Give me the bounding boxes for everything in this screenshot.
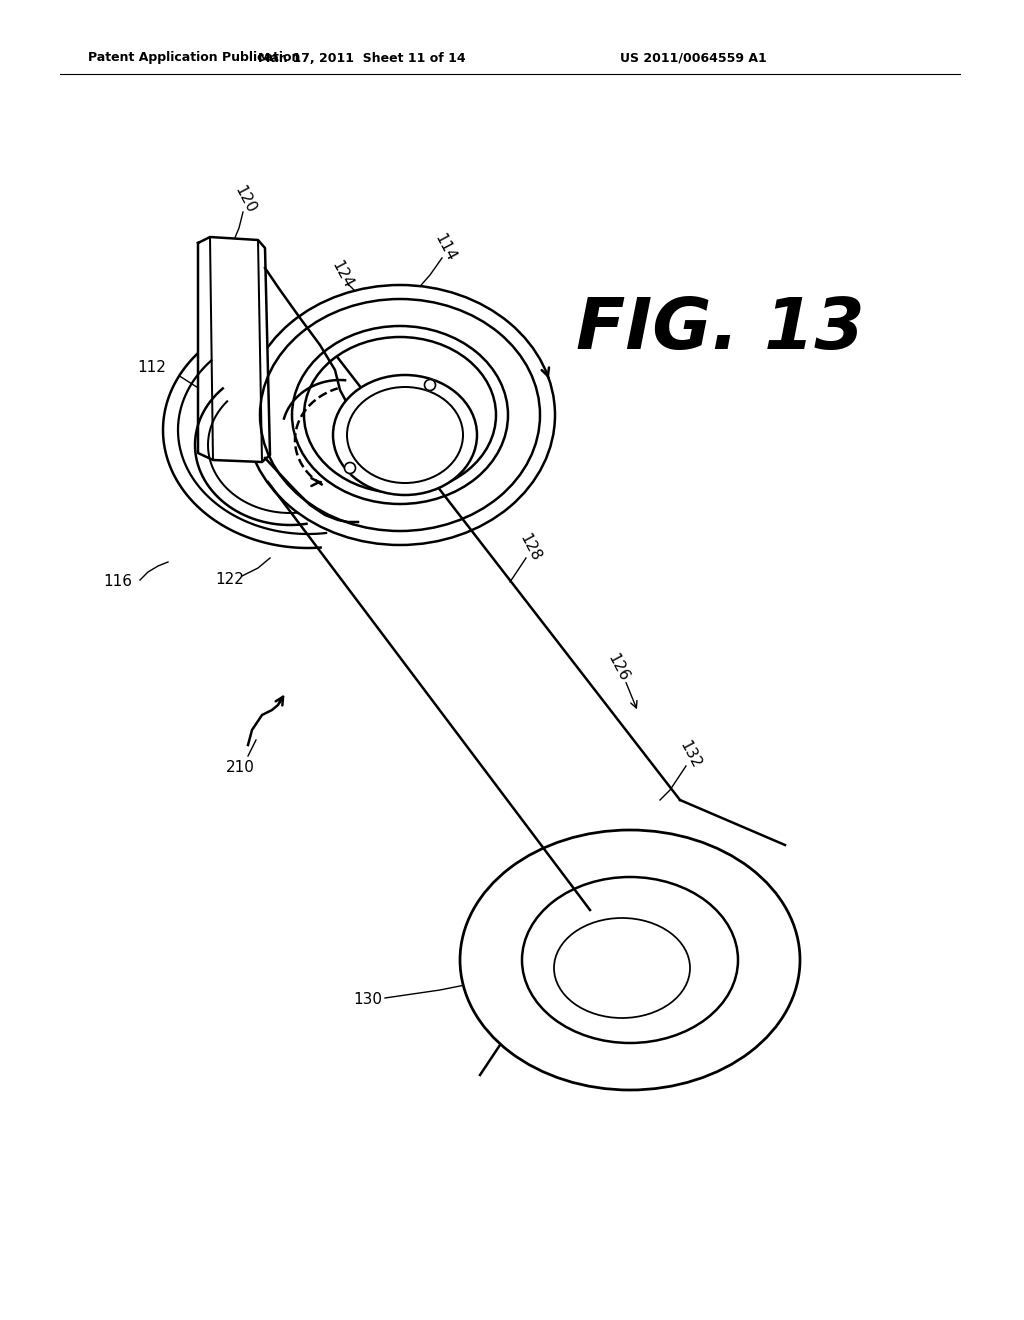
Text: 112: 112	[137, 360, 167, 375]
Text: 122: 122	[216, 573, 245, 587]
Text: 124: 124	[329, 259, 355, 292]
Text: 132: 132	[677, 739, 703, 771]
Text: Patent Application Publication: Patent Application Publication	[88, 51, 300, 65]
Text: FIG. 13: FIG. 13	[575, 296, 864, 364]
Text: 128: 128	[516, 532, 544, 564]
Text: 130: 130	[353, 993, 383, 1007]
Ellipse shape	[460, 830, 800, 1090]
Circle shape	[425, 380, 435, 391]
Polygon shape	[163, 354, 321, 548]
Text: US 2011/0064559 A1: US 2011/0064559 A1	[620, 51, 767, 65]
Text: 210: 210	[225, 760, 254, 776]
Circle shape	[344, 462, 355, 474]
Text: 126: 126	[604, 652, 632, 684]
Polygon shape	[198, 238, 270, 462]
Polygon shape	[268, 358, 680, 909]
Ellipse shape	[245, 285, 555, 545]
Ellipse shape	[333, 375, 477, 495]
Text: 120: 120	[231, 183, 258, 216]
Text: Mar. 17, 2011  Sheet 11 of 14: Mar. 17, 2011 Sheet 11 of 14	[258, 51, 466, 65]
Ellipse shape	[292, 326, 508, 504]
Text: 116: 116	[103, 574, 132, 590]
Text: 114: 114	[431, 232, 459, 264]
